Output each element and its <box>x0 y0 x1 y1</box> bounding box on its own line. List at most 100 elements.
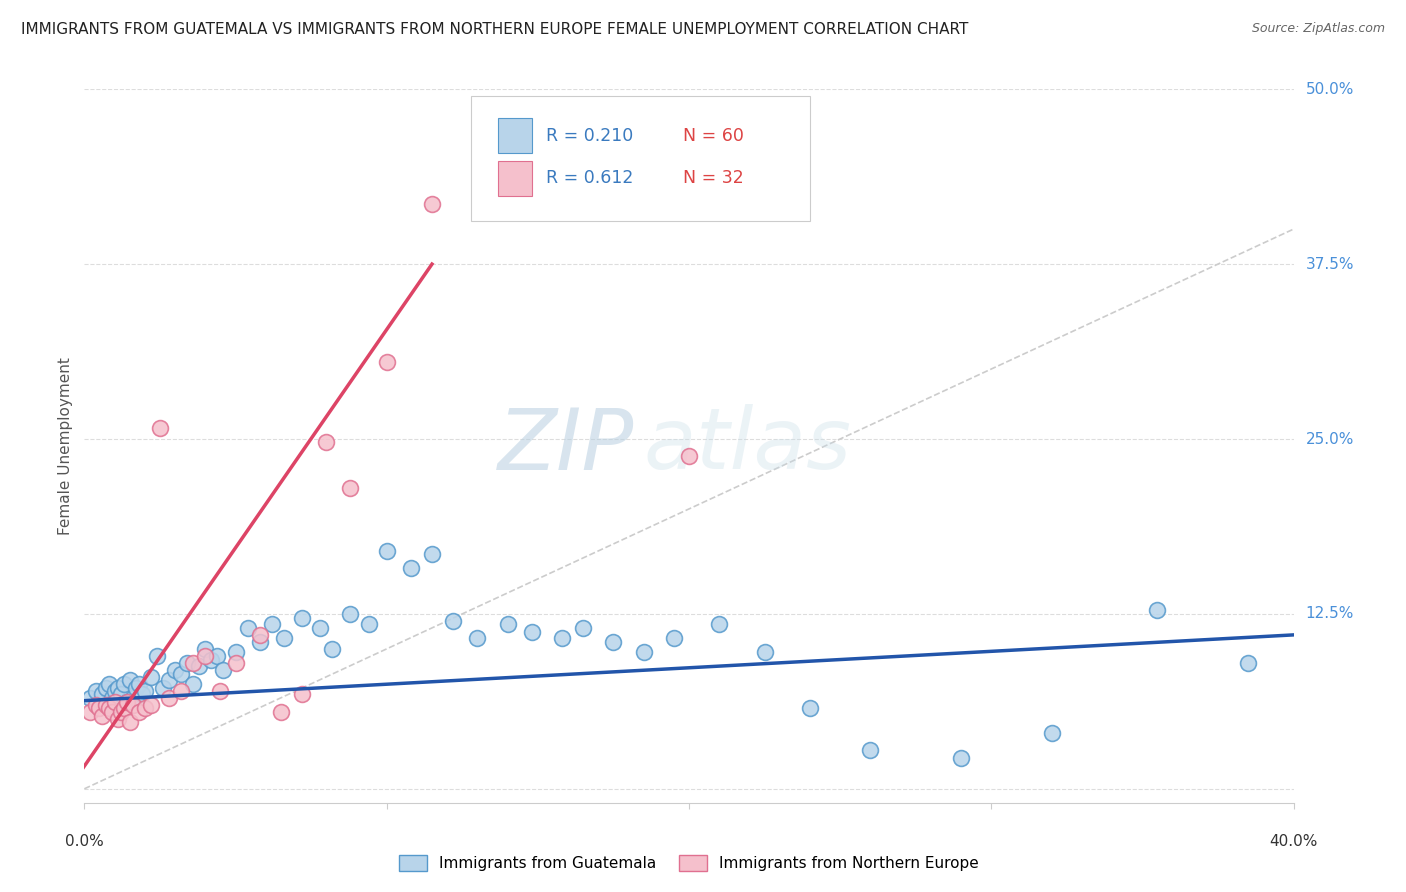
Point <box>709 616 731 631</box>
Point <box>121 690 143 705</box>
Point <box>321 641 343 656</box>
Point <box>125 681 148 695</box>
Point <box>1146 603 1168 617</box>
Point <box>94 698 117 712</box>
Point <box>86 684 108 698</box>
Point <box>339 607 361 621</box>
Point <box>678 449 700 463</box>
Point <box>200 653 222 667</box>
Point <box>467 631 489 645</box>
Text: 37.5%: 37.5% <box>1306 257 1354 271</box>
Text: N = 32: N = 32 <box>683 169 744 187</box>
Point <box>107 712 129 726</box>
Point <box>309 621 332 635</box>
Point <box>139 698 162 712</box>
Point <box>859 742 882 756</box>
Point <box>97 700 120 714</box>
Point <box>91 709 114 723</box>
Text: ZIP: ZIP <box>498 404 634 488</box>
Point <box>339 481 361 495</box>
Text: R = 0.210: R = 0.210 <box>547 127 634 145</box>
Point <box>357 616 380 631</box>
Point <box>152 681 174 695</box>
Point <box>194 641 217 656</box>
Point <box>194 648 217 663</box>
Y-axis label: Female Unemployment: Female Unemployment <box>58 357 73 535</box>
Point <box>97 677 120 691</box>
Point <box>249 635 271 649</box>
Point <box>291 687 314 701</box>
Text: 0.0%: 0.0% <box>65 834 104 848</box>
Point <box>270 705 292 719</box>
Point <box>375 355 398 369</box>
Point <box>399 560 422 574</box>
Point <box>157 690 180 705</box>
Point <box>112 677 135 691</box>
Point <box>110 687 132 701</box>
Point <box>212 663 235 677</box>
Point <box>260 616 283 631</box>
Text: IMMIGRANTS FROM GUATEMALA VS IMMIGRANTS FROM NORTHERN EUROPE FEMALE UNEMPLOYMENT: IMMIGRANTS FROM GUATEMALA VS IMMIGRANTS … <box>21 22 969 37</box>
Point <box>115 695 138 709</box>
Point <box>207 648 229 663</box>
Text: 50.0%: 50.0% <box>1306 82 1354 96</box>
Point <box>131 687 153 701</box>
Point <box>79 705 101 719</box>
Point <box>225 645 247 659</box>
Point <box>520 625 543 640</box>
Point <box>107 681 129 695</box>
Text: N = 60: N = 60 <box>683 127 744 145</box>
Point <box>551 631 574 645</box>
Point <box>188 658 211 673</box>
Point <box>1237 656 1260 670</box>
Point <box>91 687 114 701</box>
Point <box>157 673 180 687</box>
Point <box>128 677 150 691</box>
Point <box>128 705 150 719</box>
Point <box>633 645 655 659</box>
Point <box>121 698 143 712</box>
Point <box>110 705 132 719</box>
Bar <box>498 161 531 196</box>
Point <box>420 547 443 561</box>
Point <box>112 700 135 714</box>
Point <box>375 544 398 558</box>
Point <box>100 705 122 719</box>
Point <box>139 670 162 684</box>
Point <box>225 656 247 670</box>
Point <box>662 631 685 645</box>
Point <box>315 434 337 449</box>
Point <box>118 673 141 687</box>
Point <box>441 614 464 628</box>
Point <box>115 695 138 709</box>
Point <box>100 690 122 705</box>
Point <box>799 700 821 714</box>
Point <box>79 690 101 705</box>
Point <box>89 700 111 714</box>
Point <box>181 656 204 670</box>
Point <box>572 621 595 635</box>
Point <box>104 695 127 709</box>
Legend: Immigrants from Guatemala, Immigrants from Northern Europe: Immigrants from Guatemala, Immigrants fr… <box>394 849 984 877</box>
Point <box>236 621 259 635</box>
Point <box>176 656 198 670</box>
Point <box>94 681 117 695</box>
Point <box>170 667 193 681</box>
Point <box>163 663 186 677</box>
Point <box>104 684 127 698</box>
Text: Source: ZipAtlas.com: Source: ZipAtlas.com <box>1251 22 1385 36</box>
Point <box>170 684 193 698</box>
Text: 12.5%: 12.5% <box>1306 607 1354 622</box>
Point <box>181 677 204 691</box>
Text: 25.0%: 25.0% <box>1306 432 1354 447</box>
Text: R = 0.612: R = 0.612 <box>547 169 634 187</box>
Bar <box>498 118 531 153</box>
Point <box>134 684 156 698</box>
Point <box>420 197 443 211</box>
Point <box>146 648 169 663</box>
Point <box>950 751 973 765</box>
Point <box>134 700 156 714</box>
Point <box>754 645 776 659</box>
Point <box>118 714 141 729</box>
Text: atlas: atlas <box>643 404 851 488</box>
